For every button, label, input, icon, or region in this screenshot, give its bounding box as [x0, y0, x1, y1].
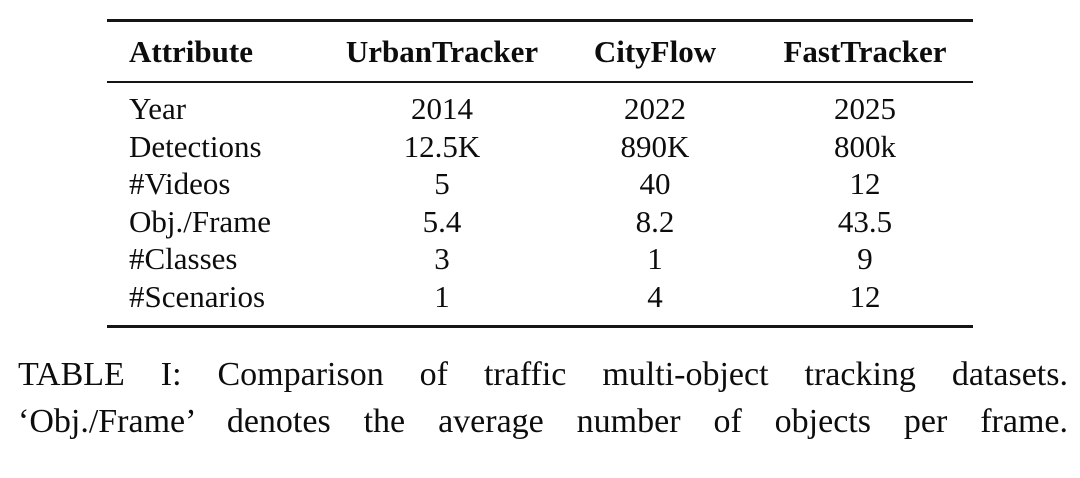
header-cell-urbantracker: UrbanTracker [345, 33, 539, 69]
header-cell-cityflow: CityFlow [593, 33, 717, 69]
attribute-cell: Detections [129, 128, 262, 164]
attribute-cell: #Scenarios [129, 278, 266, 314]
value-cell: 3 [434, 241, 450, 276]
table-row-year: Year 2014 2022 2025 [107, 90, 973, 128]
value-cell: 1 [434, 278, 450, 314]
value-cell: 9 [857, 241, 873, 276]
table-body: Year 2014 2022 2025 Detections 12.5K 890… [107, 83, 973, 325]
table-row-obj-per-frame: Obj./Frame 5.4 8.2 43.5 [107, 203, 973, 241]
table-row-scenarios: #Scenarios 1 4 12 [107, 278, 973, 316]
table-row-classes: #Classes 3 1 9 [107, 240, 973, 278]
value-cell: 2014 [411, 91, 473, 126]
value-cell: 40 [639, 166, 671, 201]
value-cell: 5.4 [422, 203, 462, 239]
attribute-cell: Year [129, 91, 187, 126]
value-cell: 8.2 [635, 203, 675, 239]
table-row-videos: #Videos 5 40 12 [107, 165, 973, 203]
value-cell: 1 [647, 241, 663, 276]
header-cell-fasttracker: FastTracker [783, 33, 947, 69]
caption-line-1: TABLE I: Comparison of traffic multi-obj… [18, 356, 1068, 393]
value-cell: 43.5 [837, 203, 893, 239]
value-cell: 12 [849, 166, 881, 201]
value-cell: 12.5K [403, 128, 481, 164]
attribute-cell: #Videos [129, 166, 231, 201]
value-cell: 2022 [624, 91, 686, 126]
value-cell: 5 [434, 166, 450, 201]
table-header-row: Attribute UrbanTracker CityFlow FastTrac… [107, 22, 973, 83]
value-cell: 800k [834, 128, 896, 164]
caption-line-2: ‘Obj./Frame’ denotes the average number … [18, 403, 1068, 440]
table-row-detections: Detections 12.5K 890K 800k [107, 128, 973, 166]
comparison-table: Attribute UrbanTracker CityFlow FastTrac… [107, 19, 973, 328]
header-cell-attribute: Attribute [129, 33, 253, 69]
value-cell: 890K [620, 128, 690, 164]
attribute-cell: Obj./Frame [129, 203, 272, 239]
value-cell: 4 [647, 278, 663, 314]
value-cell: 2025 [834, 91, 896, 126]
value-cell: 12 [849, 278, 881, 314]
table-caption: TABLE I: Comparison of traffic multi-obj… [18, 351, 1068, 445]
attribute-cell: #Classes [129, 241, 238, 276]
